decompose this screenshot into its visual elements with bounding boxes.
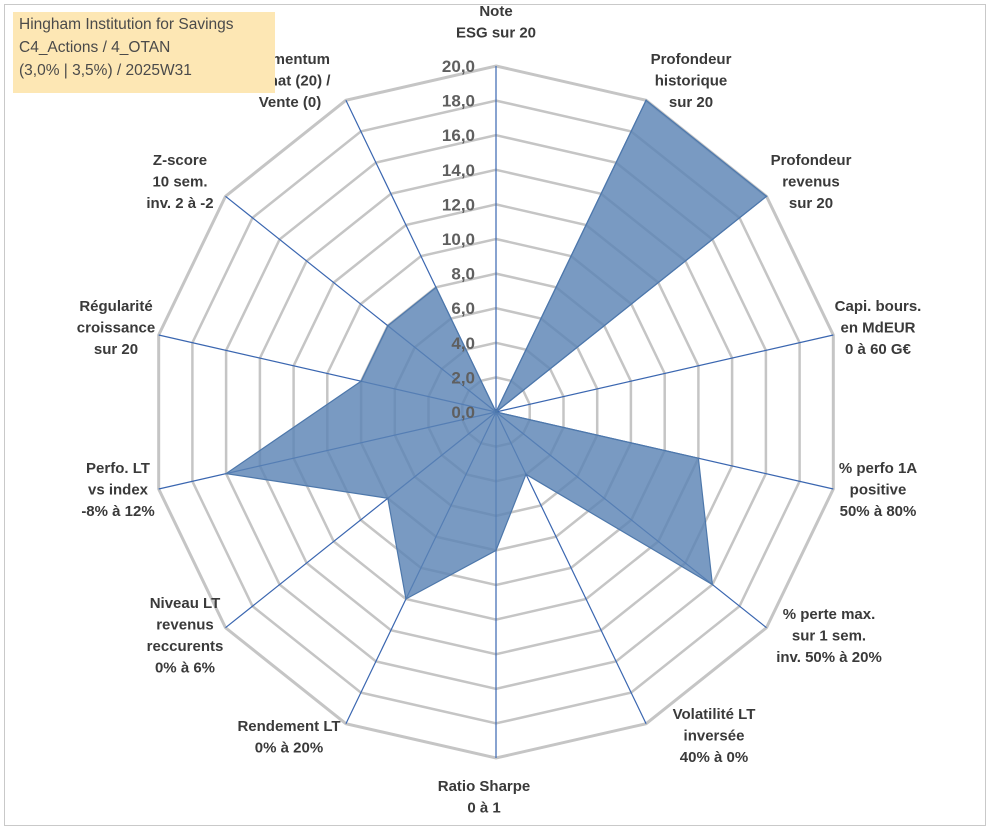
data-point [525, 473, 527, 476]
axis-label: % perte max. sur 1 sem. inv. 50% à 20% [776, 606, 882, 666]
axis-label: % perfo 1A positive 50% à 80% [839, 460, 918, 520]
axis-label: Niveau LT revenus reccurents 0% à 6% [147, 595, 224, 677]
axis-label: Z-score 10 sem. inv. 2 à -2 [146, 152, 213, 212]
header-category: C4_Actions / 4_OTAN [19, 39, 171, 56]
tick-label: 4,0 [451, 334, 475, 353]
tick-label: 10,0 [442, 230, 475, 249]
tick-label: 6,0 [451, 299, 475, 318]
tick-label: 18,0 [442, 92, 475, 111]
tick-label: 2,0 [451, 368, 475, 387]
data-point [495, 411, 497, 413]
radar-tick-labels: 0,0 2,0 4,0 6,0 8,0 10,0 12,0 14,0 16,0 18,0 20,0 [442, 57, 475, 422]
data-point [495, 549, 497, 552]
axis-label: Rendement LT 0% à 20% [237, 718, 340, 757]
data-point [765, 195, 768, 198]
tick-label: 14,0 [442, 161, 475, 180]
data-point [711, 583, 714, 586]
chart-header-box: Hingham Institution for Savings C4_Actio… [13, 12, 275, 93]
axis-label: Ratio Sharpe 0 à 1 [438, 778, 531, 817]
axis-spoke [495, 334, 834, 413]
axis-label: Perfo. LT vs index -8% à 12% [81, 460, 154, 520]
tick-label: 16,0 [442, 126, 475, 145]
tick-label: 12,0 [442, 195, 475, 214]
data-point [387, 497, 389, 500]
radar-series [224, 99, 768, 600]
axis-label: Profondeur historique sur 20 [651, 51, 732, 111]
header-period: (3,0% | 3,5%) / 2025W31 [19, 62, 192, 79]
tick-label: 20,0 [442, 57, 475, 76]
data-point [435, 286, 437, 289]
data-point [387, 324, 389, 327]
axis-label: Note ESG sur 20 [456, 3, 536, 42]
tick-label: 0,0 [451, 403, 475, 422]
header-company-name: Hingham Institution for Savings [19, 16, 234, 33]
data-point [645, 99, 647, 102]
data-point [225, 472, 227, 475]
axis-label: Profondeur revenus sur 20 [771, 152, 852, 212]
axis-label: Volatilité LT inversée 40% à 0% [673, 706, 756, 766]
data-point [697, 457, 700, 460]
axis-label: Régularité croissance sur 20 [77, 298, 155, 358]
data-point [405, 598, 407, 600]
data-point [360, 380, 362, 383]
tick-label: 8,0 [451, 265, 475, 284]
axis-label: Capi. bours. en MdEUR 0 à 60 G€ [835, 298, 922, 358]
radar-axis-labels: Note ESG sur 20 Profondeur historique sur 20… [77, 3, 922, 817]
